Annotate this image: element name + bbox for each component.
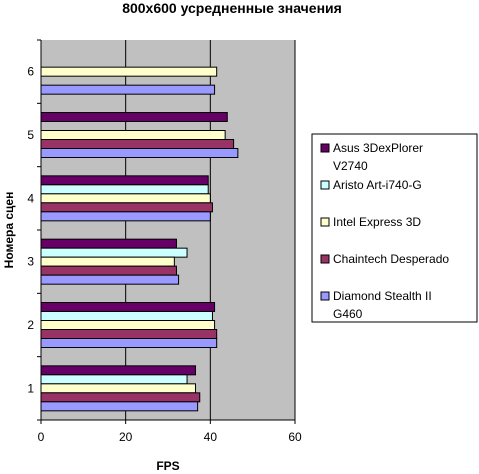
bar <box>40 184 209 195</box>
bar <box>40 175 209 186</box>
y-axis-title: Номера сцен <box>2 192 16 269</box>
bar <box>40 148 239 158</box>
bar <box>40 265 177 276</box>
x-tick-label: 40 <box>204 430 218 444</box>
bar <box>40 247 188 258</box>
bar <box>40 130 226 140</box>
bar <box>40 383 197 394</box>
ticks: 0 20 40 60 1 2 3 4 5 6 <box>27 39 302 444</box>
bar <box>40 211 211 222</box>
legend-label: Intel Express 3D <box>333 215 421 229</box>
bar <box>40 374 188 385</box>
bar <box>40 274 180 285</box>
legend-label: Chaintech Desperado <box>333 252 449 266</box>
bar <box>40 256 175 267</box>
x-tick-label: 60 <box>288 430 302 444</box>
plot-area <box>41 40 295 420</box>
y-tick-label: 2 <box>27 318 34 332</box>
bar <box>40 365 197 376</box>
bar <box>40 238 177 249</box>
bar <box>40 320 216 330</box>
bar <box>40 66 218 77</box>
y-tick-label: 4 <box>27 191 34 205</box>
legend-label: Asus 3DexPlorer <box>333 141 423 155</box>
legend-swatch <box>320 217 330 227</box>
x-tick-label: 0 <box>38 430 45 444</box>
bar <box>40 84 216 95</box>
bar <box>40 302 216 312</box>
bar <box>40 112 228 122</box>
legend-swatch <box>320 254 330 264</box>
chart-title: 800x600 усредненные значения <box>122 0 342 16</box>
legend-swatch <box>320 180 330 190</box>
bar <box>40 193 211 204</box>
bar <box>40 329 218 339</box>
bars <box>40 66 239 412</box>
bar <box>40 311 213 321</box>
bar <box>40 202 213 213</box>
y-tick-label: 1 <box>27 381 34 395</box>
legend-swatch <box>320 291 330 301</box>
legend-box <box>311 133 478 323</box>
grid <box>125 40 296 420</box>
x-tick-label: 20 <box>119 430 133 444</box>
y-tick-label: 5 <box>27 128 34 142</box>
bar <box>40 392 201 403</box>
x-axis-title: FPS <box>156 459 179 473</box>
legend-swatch <box>320 143 330 153</box>
legend-label: Diamond Stealth II <box>333 289 432 303</box>
y-tick-label: 6 <box>27 65 34 79</box>
y-tick-label: 3 <box>27 255 34 269</box>
bar <box>40 401 199 412</box>
bar <box>40 139 235 149</box>
legend-label: G460 <box>333 307 363 321</box>
legend-label: Aristo Art-i740-G <box>333 178 422 192</box>
legend-label: V2740 <box>333 159 368 173</box>
legend: Asus 3DexPlorer V2740 Aristo Art-i740-G Int… <box>320 141 449 321</box>
bar <box>40 338 218 348</box>
